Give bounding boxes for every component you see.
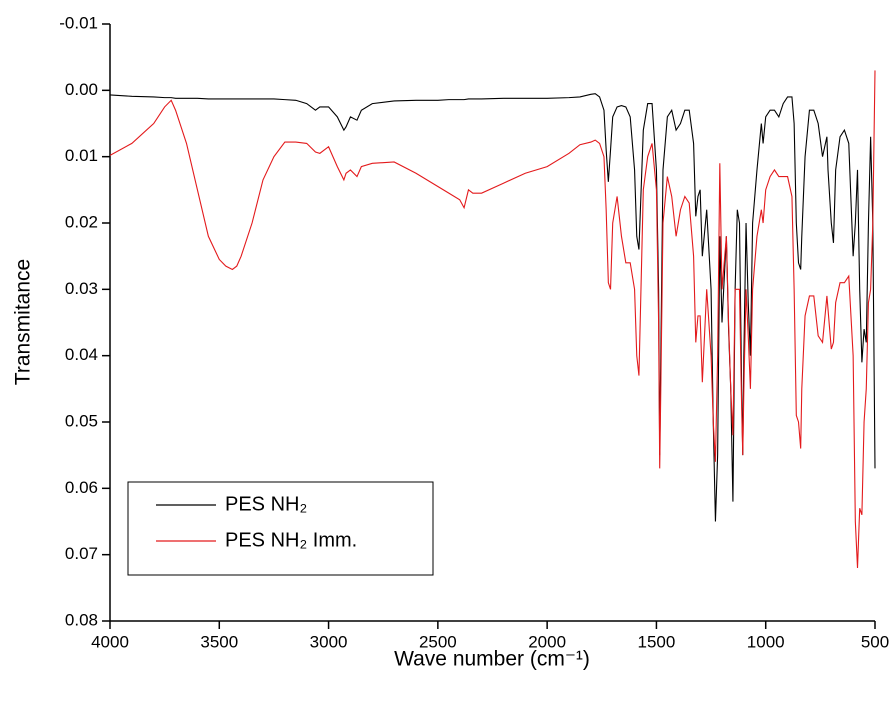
legend-box — [127, 481, 434, 576]
x-tick-label: 1500 — [638, 632, 676, 651]
y-tick-label: -0.01 — [59, 13, 98, 32]
x-tick-label: 2500 — [419, 632, 457, 651]
y-tick-label: 0.00 — [65, 80, 98, 99]
x-tick-label: 2000 — [528, 632, 566, 651]
y-tick-label: 0.02 — [65, 212, 98, 231]
x-axis-title: Wave number (cm⁻¹) — [394, 648, 590, 671]
series-line — [110, 93, 876, 522]
y-tick-label: 0.04 — [65, 345, 98, 364]
series-line — [110, 70, 876, 568]
x-tick-label: 500 — [861, 632, 889, 651]
y-axis-title: Transmitance — [12, 259, 35, 385]
y-tick-label: 0.07 — [65, 544, 98, 563]
x-tick-label: 3500 — [200, 632, 238, 651]
legend-label: PES NH₂ — [225, 493, 307, 515]
y-tick-label: 0.06 — [65, 478, 98, 497]
y-tick-label: 0.05 — [65, 411, 98, 430]
y-tick-label: 0.01 — [65, 146, 98, 165]
x-tick-label: 4000 — [91, 632, 129, 651]
legend-label: PES NH₂ Imm. — [225, 529, 357, 551]
y-tick-label: 0.08 — [65, 610, 98, 629]
y-tick-label: 0.03 — [65, 279, 98, 298]
x-tick-label: 3000 — [310, 632, 348, 651]
x-tick-label: 1000 — [747, 632, 785, 651]
